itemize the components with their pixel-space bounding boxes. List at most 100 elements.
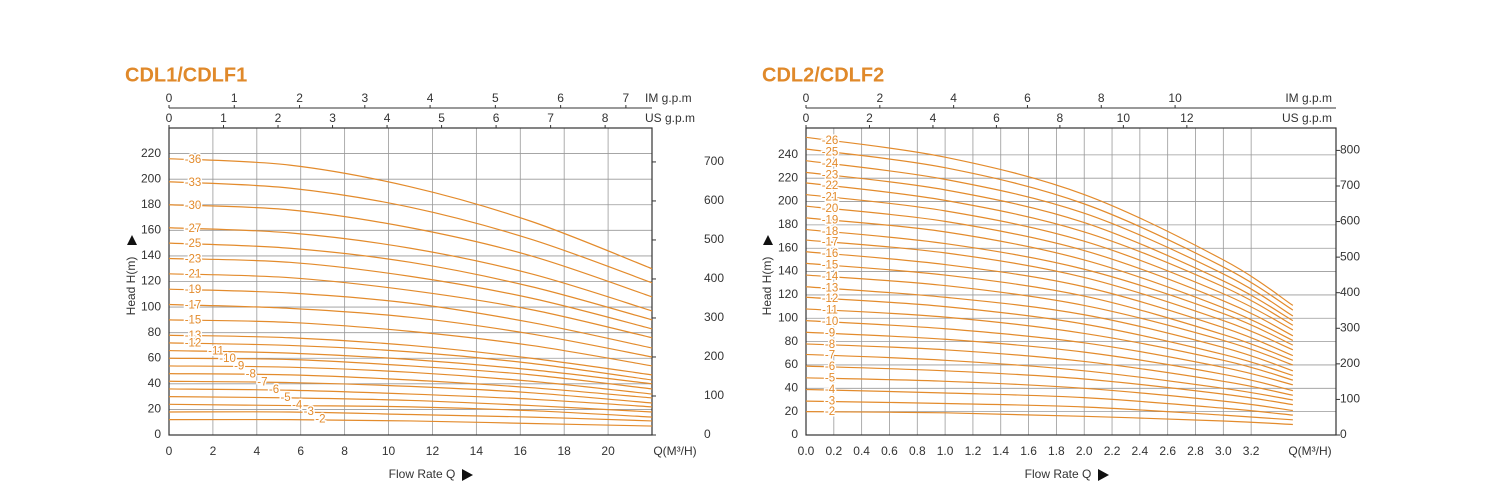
- top-axis-tick-label: 8: [1057, 111, 1064, 125]
- series-label: -15: [822, 259, 839, 271]
- series-label: -8: [246, 368, 256, 380]
- top-axis-tick-label: 0: [166, 111, 173, 125]
- series-label: -23: [185, 253, 202, 265]
- plot-frame: [805, 127, 1337, 436]
- top-axis-tick-label: 4: [384, 111, 391, 125]
- series-label: -27: [185, 223, 202, 235]
- y2-tick-label: 500: [704, 232, 724, 246]
- series-label: -20: [822, 203, 839, 215]
- y-tick-label: 40: [148, 376, 162, 390]
- series-label: -6: [825, 361, 835, 373]
- series-label: -25: [822, 146, 839, 158]
- top-axis-tick-label: 2: [275, 111, 282, 125]
- top-axis-tick-label: 0: [803, 111, 810, 125]
- pump-curve: [168, 380, 653, 404]
- y2-tick-label: 100: [1340, 392, 1360, 406]
- x-tick-label: 1.0: [937, 444, 954, 458]
- series-label: -3: [825, 396, 835, 408]
- pump-curve: [805, 308, 1294, 381]
- series-label: -24: [822, 158, 839, 170]
- y2-tick-label: 0: [1340, 427, 1347, 441]
- pump-curve: [168, 396, 653, 413]
- pump-curve: [168, 342, 653, 381]
- top-axis-tick-label: 10: [1117, 111, 1131, 125]
- y-tick-label: 160: [778, 240, 798, 254]
- y-tick-label: 200: [141, 171, 161, 185]
- y-tick-label: 220: [778, 170, 798, 184]
- x-tick-label: 1.4: [992, 444, 1009, 458]
- series-label: -6: [269, 384, 279, 396]
- top-axis-tick-label: 6: [557, 91, 564, 105]
- x-tick-label: 3.0: [1215, 444, 1232, 458]
- x-tick-label: 14: [470, 444, 484, 458]
- series-label: -17: [185, 299, 202, 311]
- chart-title: CDL2/CDLF2: [762, 64, 884, 86]
- y-axis-arrow: [127, 235, 137, 245]
- x-tick-label: 8: [341, 444, 348, 458]
- top-axis-tick-label: 0: [803, 91, 810, 105]
- x-tick-label: 16: [514, 444, 528, 458]
- pump-curve: [805, 411, 1293, 426]
- top-axis-tick-label: 3: [361, 91, 368, 105]
- pump-curve: [805, 296, 1294, 377]
- x-unit-label: Q(M³/H): [653, 444, 696, 458]
- y2-tick-label: 200: [1340, 356, 1360, 370]
- x-tick-label: 10: [382, 444, 396, 458]
- y-tick-label: 240: [778, 147, 798, 161]
- top-axis-tick-label: 4: [930, 111, 937, 125]
- x-unit-label: Q(M³/H): [1288, 444, 1331, 458]
- series-label: -11: [822, 304, 838, 316]
- y2-tick-label: 600: [1340, 214, 1360, 228]
- y-axis-arrow: [763, 235, 773, 245]
- x-tick-label: 18: [558, 444, 572, 458]
- y2-tick-label: 100: [704, 388, 724, 402]
- pump-curve: [805, 365, 1293, 406]
- x-tick-label: 6: [297, 444, 304, 458]
- pump-curve: [168, 373, 653, 399]
- x-tick-label: 4: [253, 444, 260, 458]
- pump-curve: [805, 217, 1294, 341]
- pump-curve: [805, 274, 1294, 366]
- pump-curve: [805, 331, 1294, 392]
- pump-curve: [805, 388, 1293, 416]
- series-label: -25: [185, 238, 202, 250]
- pump-curve: [168, 365, 653, 395]
- y2-tick-label: 500: [1340, 249, 1360, 263]
- top-axis-title: US g.p.m: [645, 111, 695, 125]
- series-label: -21: [185, 269, 202, 281]
- pump-curve: [168, 418, 653, 427]
- series-label: -3: [304, 406, 314, 418]
- series-label: -5: [280, 392, 290, 404]
- x-tick-label: 20: [601, 444, 615, 458]
- pump-curve: [805, 320, 1294, 386]
- pump-curve: [805, 377, 1293, 412]
- y-tick-label: 120: [141, 274, 161, 288]
- series-label: -17: [822, 236, 839, 248]
- pump-curve: [168, 181, 653, 284]
- pump-curve: [168, 349, 653, 385]
- top-axis-tick-label: 7: [623, 91, 630, 105]
- top-axis-tick-label: 3: [329, 111, 336, 125]
- x-tick-label: 3.2: [1243, 444, 1260, 458]
- y2-tick-label: 800: [1340, 143, 1360, 157]
- top-axis-tick-label: 8: [1098, 91, 1105, 105]
- x-tick-label: 1.6: [1020, 444, 1037, 458]
- top-axis-tick-label: 2: [866, 111, 873, 125]
- top-axis-tick-label: 12: [1180, 111, 1194, 125]
- y-tick-label: 220: [141, 146, 161, 160]
- pump-curve: [168, 227, 653, 312]
- top-axis-tick-label: 5: [438, 111, 445, 125]
- pump-curve: [168, 357, 653, 390]
- series-label: -10: [822, 316, 839, 328]
- x-tick-label: 0: [166, 444, 173, 458]
- top-axis-tick-label: 1: [231, 91, 238, 105]
- x-tick-label: 1.8: [1048, 444, 1065, 458]
- pump-curve: [168, 158, 653, 270]
- pump-curve: [805, 343, 1293, 396]
- chart-title: CDL1/CDLF1: [125, 64, 247, 86]
- x-axis-title: Flow Rate Q: [389, 467, 456, 481]
- pump-curve: [168, 257, 653, 330]
- series-label: -30: [185, 200, 202, 212]
- y2-tick-label: 700: [704, 154, 724, 168]
- x-axis-arrow: [1098, 469, 1109, 481]
